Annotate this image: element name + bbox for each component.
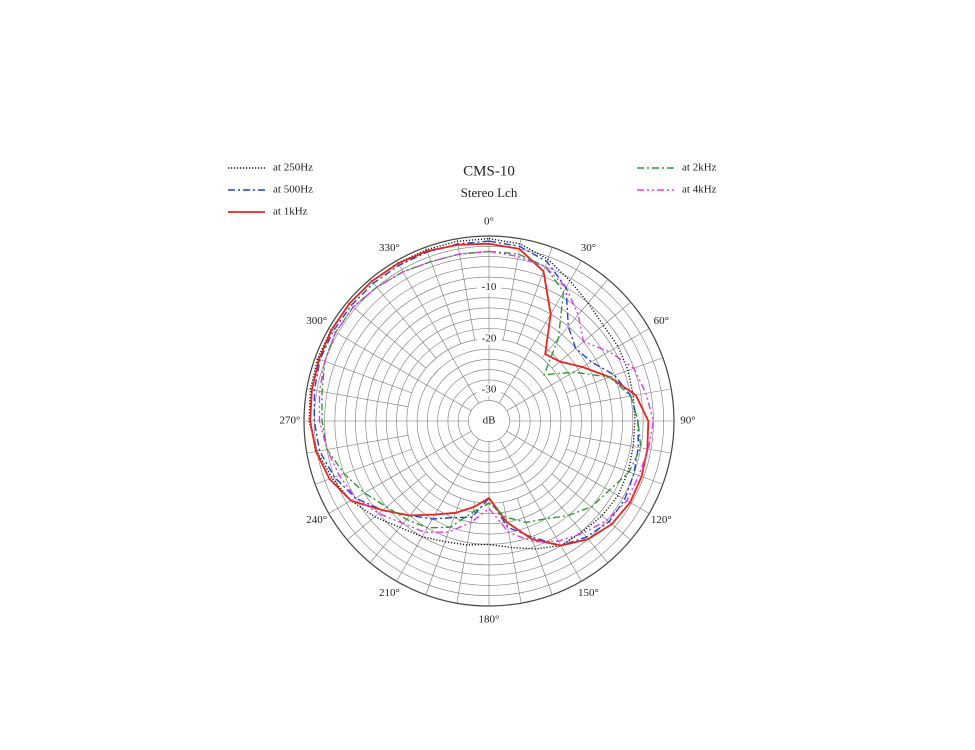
legend-label: at 2kHz — [682, 162, 717, 174]
grid-spoke — [328, 328, 472, 411]
grid-spoke — [306, 434, 409, 454]
grid-spoke — [502, 501, 522, 604]
series-line — [309, 242, 650, 547]
chart-subtitle: Stereo Lch — [461, 185, 518, 200]
grid-spoke — [456, 501, 476, 604]
grid-spoke — [315, 357, 412, 394]
grid-spoke — [425, 498, 462, 595]
theta-tick-label: 270° — [280, 415, 301, 427]
legend-label: at 500Hz — [273, 184, 313, 196]
grid-spoke — [566, 357, 663, 394]
legend-label: at 1kHz — [273, 206, 308, 218]
theta-tick-label: 180° — [479, 614, 500, 626]
grid-spoke — [569, 388, 672, 408]
grid-spoke — [306, 388, 409, 408]
r-tick-bg — [477, 332, 501, 345]
theta-tick-label: 330° — [379, 242, 400, 254]
chart-title: CMS-10 — [463, 163, 515, 179]
r-tick-label: -20 — [482, 332, 497, 344]
theta-tick-label: 60° — [654, 315, 669, 327]
grid-spoke — [328, 431, 472, 514]
series-line — [318, 250, 655, 543]
theta-tick-label: 90° — [680, 415, 695, 427]
theta-tick-label: 30° — [581, 242, 596, 254]
grid-spoke — [315, 448, 412, 485]
grid-spoke — [516, 498, 553, 595]
theta-tick-label: 300° — [306, 315, 327, 327]
series-line — [321, 250, 642, 529]
series-line — [313, 240, 640, 547]
grid-spoke — [566, 448, 663, 485]
r-tick-label: -30 — [482, 384, 497, 396]
theta-tick-label: 0° — [484, 216, 494, 228]
grid-spoke — [347, 301, 427, 369]
grid-spoke — [506, 328, 650, 411]
grid-spoke — [541, 483, 609, 563]
r-axis-label: dB — [483, 415, 496, 427]
grid-spoke — [551, 301, 631, 369]
grid-spoke — [502, 238, 522, 341]
theta-tick-label: 150° — [578, 587, 599, 599]
grid-spoke — [516, 247, 553, 344]
grid-spoke — [506, 431, 650, 514]
grid-spoke — [396, 438, 479, 582]
grid-spoke — [396, 260, 479, 404]
grid-spoke — [425, 247, 462, 344]
grid-spoke — [499, 438, 582, 582]
grid-spoke — [569, 434, 672, 454]
r-tick-bg — [477, 281, 501, 294]
legend-label: at 4kHz — [682, 184, 717, 196]
grid-spoke — [499, 260, 582, 404]
r-tick-label: -10 — [482, 281, 497, 293]
theta-tick-label: 210° — [379, 587, 400, 599]
grid-spoke — [456, 238, 476, 341]
grid-spoke — [369, 279, 437, 359]
theta-tick-label: 240° — [306, 514, 327, 526]
grid-spoke — [541, 279, 609, 359]
legend-label: at 250Hz — [273, 162, 313, 174]
r-tick-bg — [477, 384, 501, 397]
theta-tick-label: 120° — [651, 514, 672, 526]
